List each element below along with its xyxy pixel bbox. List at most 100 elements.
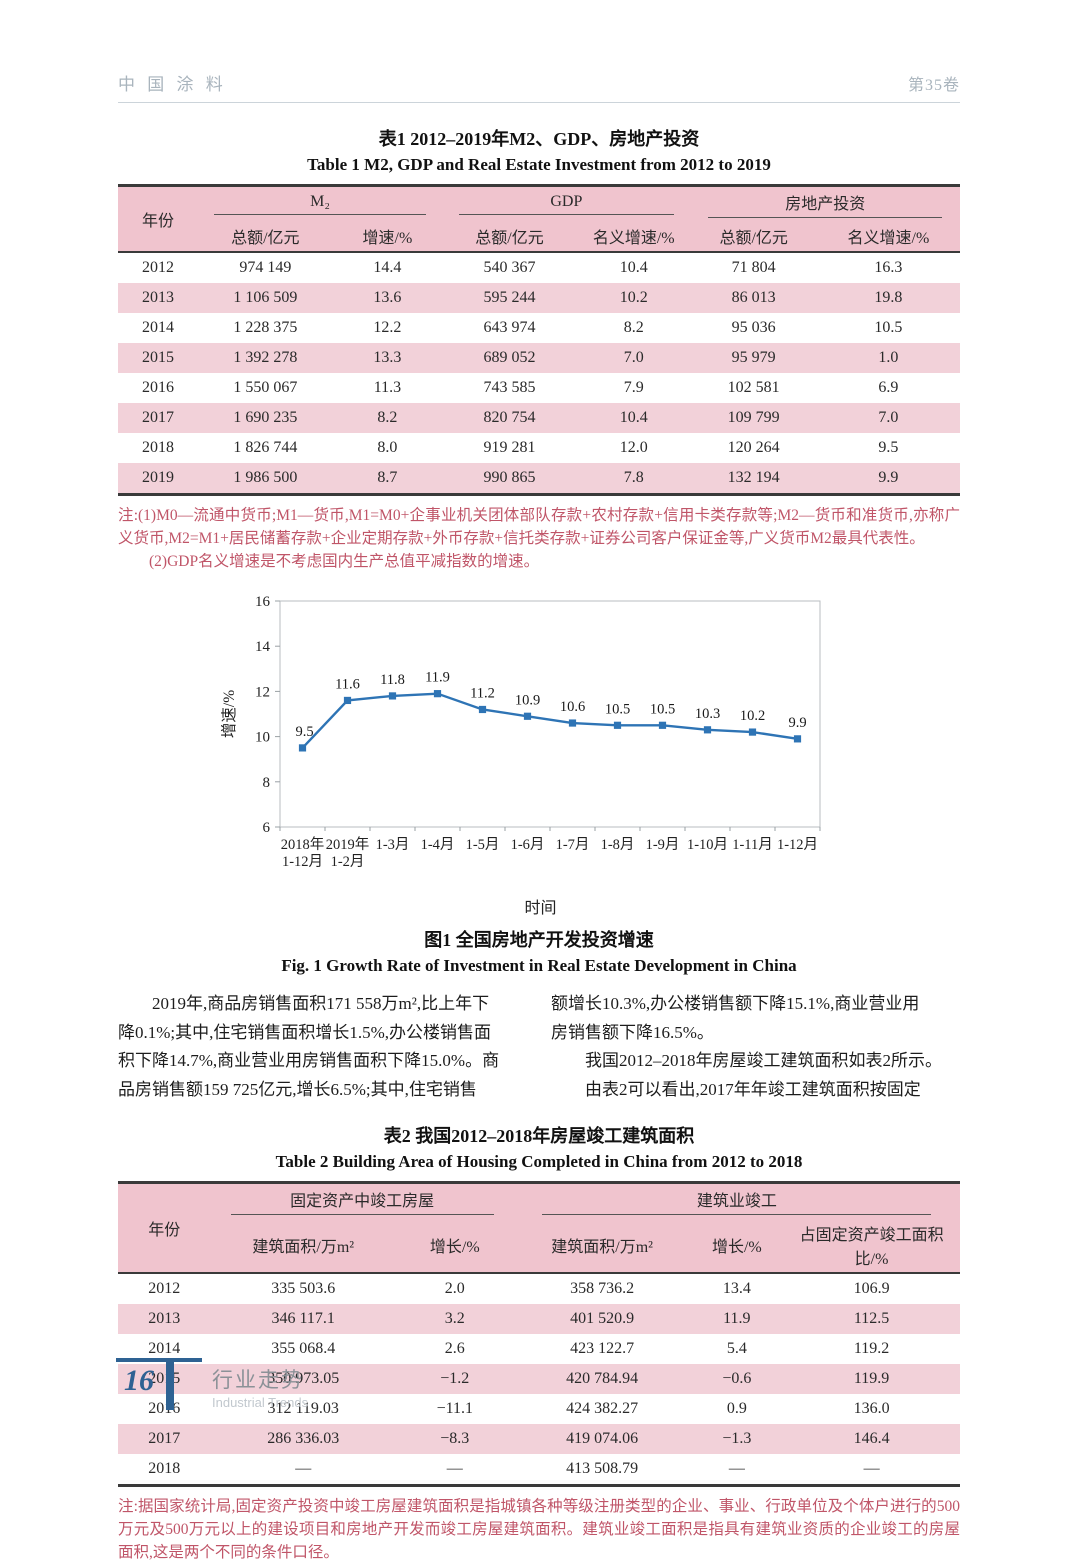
table1-note-2: (2)GDP名义增速是不考虑国内生产总值平减指数的增速。 [149,553,540,570]
column-header: 建筑面积/万m² [210,1218,396,1274]
data-point-marker [298,744,307,752]
table-cell: 2018 [141,439,174,456]
table-row: 2016 312 119.03 −11.1 424 382.27 0.9 136.0 [118,1394,960,1424]
table-cell: 102 581 [727,379,780,396]
table1: 年份 M₂ GDP 房地产投资 总额/亿元 增速/% 总额/亿元 名义增速/% 总额/亿元 名义增… [118,184,960,496]
page-footer: 16 行业走势 Industrial Trends [116,1358,308,1410]
data-point-label: 10.9 [515,692,540,708]
table-cell: 12.0 [619,439,648,456]
body-right-column: 额增长10.3%,办公楼销售额下降15.1%,商业营业用 房销售额下降16.5%… [551,994,942,1099]
column-group-label: GDP [458,193,674,215]
table-cell: 146.4 [853,1430,890,1447]
data-point-label: 10.3 [695,706,720,722]
x-tick-label: 2019年 1-2月 [326,836,370,870]
table-cell: 8.2 [623,319,644,336]
column-group-label: M₂ [214,193,426,215]
column-header: 增长/% [690,1218,784,1274]
table-row: 2013 1 106 509 13.6 595 244 10.2 86 013 19.8 [118,283,960,313]
table-cell: 109 799 [727,409,780,426]
table-cell: 413 508.79 [566,1460,639,1477]
table-cell: 1 826 744 [233,439,298,456]
table-cell: 689 052 [483,349,536,366]
volume-number: 第35卷 [907,77,960,94]
table-cell: 401 520.9 [570,1310,635,1327]
table-cell: 14.4 [373,259,402,276]
table-cell: 424 382.27 [566,1400,639,1417]
data-point-marker [793,735,802,743]
x-tick-label: 1-3月 [376,837,410,853]
column-header: 名义增速/% [576,221,691,253]
table-cell: 2014 [141,319,174,336]
table-cell: 95 979 [731,349,776,366]
footer-vertical-bar [166,1358,174,1410]
body-left-column: 2019年,商品房销售面积171 558万m²,比上年下 降0.1%;其中,住宅… [118,994,500,1099]
data-point-marker [523,712,532,720]
table-cell: 8.0 [377,439,398,456]
table-cell: 2017 [141,409,174,426]
data-point-label: 11.2 [470,685,495,701]
figure1-chart: 6 8 10 12 14 16 增速/% 9.5 11.6 11.8 11.9 11.2 10.9 10.… [218,587,863,918]
data-point-label: 11.8 [380,672,405,688]
table-row: 2012 335 503.6 2.0 358 736.2 13.4 106.9 [118,1273,960,1304]
table-cell: 71 804 [731,259,776,276]
table-cell: 112.5 [853,1310,890,1327]
table-cell: 86 013 [731,289,776,306]
x-tick-label: 1-11月 [732,837,773,853]
table-cell: 919 281 [483,439,536,456]
table-cell: 286 336.03 [267,1430,340,1447]
data-point-marker [658,721,667,729]
running-head: 中 国 涂 料 第35卷 [118,0,960,103]
column-header: 总额/亿元 [690,221,817,253]
data-point-label: 11.9 [425,670,450,686]
table-cell: 7.0 [878,409,899,426]
section-label: 行业走势 Industrial Trends [212,1364,308,1410]
table-cell: 2.6 [444,1340,465,1357]
table2-title-en: Table 2 Building Area of Housing Complet… [275,1152,803,1171]
table-cell: 11.3 [373,379,402,396]
data-point-marker [748,728,757,736]
table-cell: 346 117.1 [271,1310,335,1327]
table-cell: 1 106 509 [233,289,298,306]
table-row: 2018 1 826 744 8.0 919 281 12.0 120 264 9.5 [118,433,960,463]
table2: 年份 固定资产中竣工房屋 建筑业竣工 建筑面积/万m² 增长/% 建筑面积/万m² 增长/%… [118,1181,960,1487]
table-cell: 2014 [148,1340,181,1357]
table-cell: 10.4 [619,259,648,276]
line-chart: 6 8 10 12 14 16 增速/% 9.5 11.6 11.8 11.9 11.2 10.9 10.… [218,587,863,892]
x-tick-label: 1-5月 [466,837,500,853]
table-cell: 1.0 [878,349,899,366]
table-cell: 990 865 [483,469,536,486]
svg-text:10: 10 [255,730,270,746]
table-cell: 2012 [148,1280,181,1297]
table-cell: — [863,1460,880,1477]
table-cell: 1 228 375 [233,319,298,336]
table-cell: 8.7 [377,469,398,486]
table2-title-zh: 表2 我国2012–2018年房屋竣工建筑面积 [383,1126,695,1146]
table-cell: 10.5 [874,319,903,336]
table-cell: 2.0 [444,1280,465,1297]
table-cell: 1 690 235 [233,409,298,426]
table-cell: −1.3 [722,1430,752,1447]
table-row: 2018 — — 413 508.79 — — [118,1454,960,1486]
x-tick-label: 1-8月 [601,837,635,853]
table-cell: 13.4 [722,1280,751,1297]
column-header: 增速/% [332,221,443,253]
table-cell: 2018 [148,1460,181,1477]
section-name-zh: 行业走势 [212,1369,304,1392]
year-column-header: 年份 [118,185,198,253]
table-cell: 2013 [148,1310,181,1327]
table-row: 2015 1 392 278 13.3 689 052 7.0 95 979 1.0 [118,343,960,373]
table-cell: 335 503.6 [271,1280,336,1297]
table-cell: 540 367 [483,259,536,276]
table-cell: −8.3 [440,1430,470,1447]
table-cell: 3.2 [444,1310,465,1327]
data-point-label: 10.6 [560,699,585,715]
table-cell: 5.4 [726,1340,747,1357]
table-cell: 16.3 [874,259,903,276]
table-cell: 2015 [141,349,174,366]
journal-name: 中 国 涂 料 [118,75,227,94]
table-cell: 2017 [148,1430,181,1447]
table-cell: 7.8 [623,469,644,486]
table-cell: 0.9 [726,1400,747,1417]
table-cell: 2019 [141,469,174,486]
data-point-marker [568,719,577,727]
